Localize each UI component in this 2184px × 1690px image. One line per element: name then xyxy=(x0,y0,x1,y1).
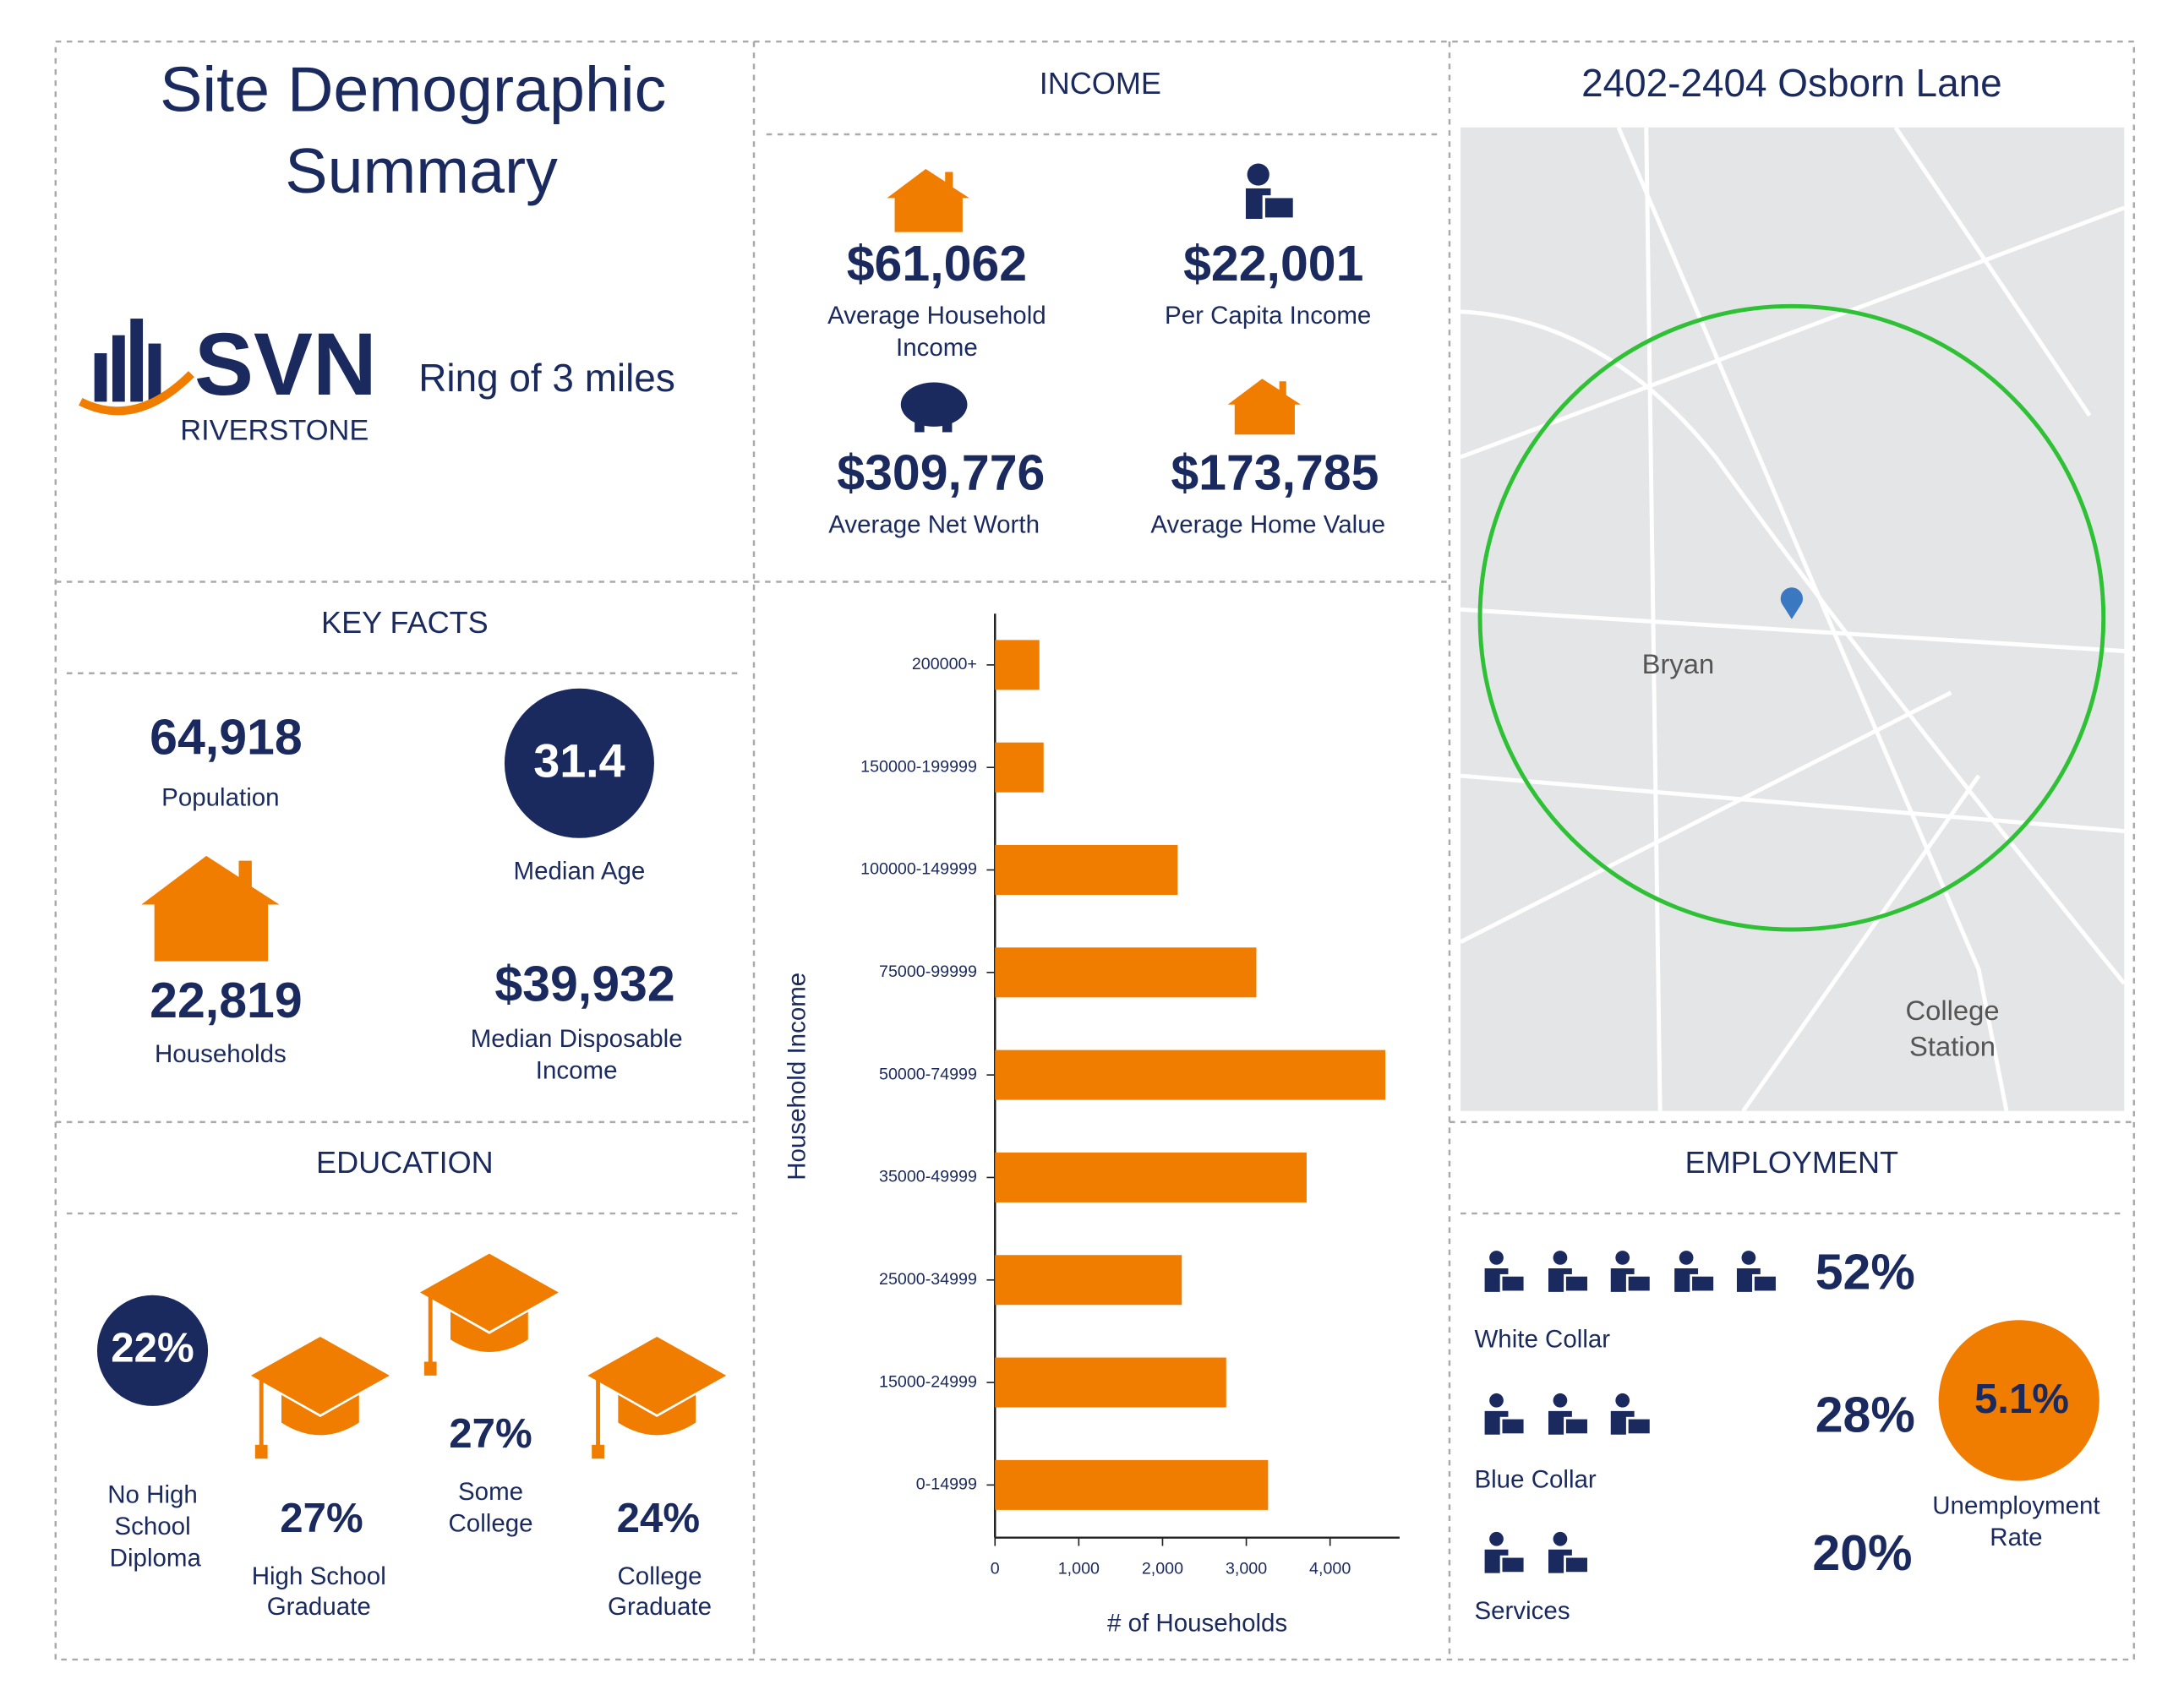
map xyxy=(1459,126,2127,1113)
brand: SVN xyxy=(194,315,377,414)
icon xyxy=(1227,379,1302,435)
income-label: Average Household xyxy=(827,302,1046,330)
brand-sub: RIVERSTONE xyxy=(180,415,369,447)
fact-value: 31.4 xyxy=(533,735,625,788)
income-value: $309,776 xyxy=(837,445,1045,501)
edu-label: School xyxy=(114,1513,190,1540)
bar xyxy=(995,1049,1386,1100)
title: Site Demographic xyxy=(160,53,666,124)
y-tick-label: 75000-99999 xyxy=(879,962,977,981)
badge xyxy=(504,688,654,838)
place-label: College xyxy=(1905,995,1999,1026)
map-title: 2402-2404 Osborn Lane xyxy=(1581,61,2002,105)
fact-label: Median Disposable xyxy=(471,1025,683,1053)
bar xyxy=(995,1357,1226,1408)
edu-label: No High xyxy=(107,1480,198,1508)
bar xyxy=(995,1459,1269,1510)
edu-label: College xyxy=(449,1510,533,1538)
x-tick-label: 3,000 xyxy=(1226,1560,1267,1578)
place-label: Station xyxy=(1909,1031,1996,1062)
place-label: Bryan xyxy=(1642,648,1715,679)
fact-value: $39,932 xyxy=(494,956,674,1011)
edu-label: College xyxy=(618,1562,702,1590)
logo-mark xyxy=(79,319,194,416)
fact-label: Population xyxy=(161,784,279,812)
y-axis-label: Household Income xyxy=(783,973,811,1180)
section-title: EMPLOYMENT xyxy=(1685,1145,1898,1180)
fact-label: Income xyxy=(536,1057,618,1085)
badge xyxy=(96,1295,209,1406)
y-tick-label: 15000-24999 xyxy=(879,1372,977,1391)
edu-label: Diploma xyxy=(110,1545,202,1573)
edu-value: 27% xyxy=(280,1495,363,1541)
x-axis-label: # of Households xyxy=(1107,1610,1287,1638)
bar xyxy=(995,1255,1182,1306)
edu-label: Some xyxy=(458,1478,523,1506)
fact-value: 64,918 xyxy=(150,710,302,766)
icon xyxy=(250,1336,390,1459)
income-label: Income xyxy=(896,334,978,362)
frame xyxy=(54,40,2136,1661)
icon xyxy=(1245,163,1296,221)
emp-value: 28% xyxy=(1815,1387,1915,1442)
x-tick-label: 4,000 xyxy=(1309,1560,1351,1578)
unemployment-value: 5.1% xyxy=(1974,1376,2069,1422)
x-tick-label: 1,000 xyxy=(1058,1560,1100,1578)
bar xyxy=(995,845,1178,896)
emp-value: 20% xyxy=(1812,1525,1912,1581)
edu-label: High School xyxy=(252,1562,386,1590)
bar xyxy=(995,742,1044,793)
ring: Ring of 3 miles xyxy=(418,356,675,400)
emp-label: Blue Collar xyxy=(1474,1465,1596,1493)
income-label: Average Home Value xyxy=(1150,511,1385,539)
icon xyxy=(141,855,280,962)
bar xyxy=(995,1152,1307,1202)
income-label: Average Net Worth xyxy=(828,511,1040,539)
emp-label: White Collar xyxy=(1474,1326,1610,1354)
y-tick-label: 0-14999 xyxy=(916,1475,977,1494)
y-tick-label: 25000-34999 xyxy=(879,1270,977,1289)
section-title: KEY FACTS xyxy=(321,605,489,640)
income-value: $61,062 xyxy=(847,236,1027,292)
y-tick-label: 35000-49999 xyxy=(879,1168,977,1186)
section-title: EDUCATION xyxy=(316,1145,494,1180)
fact-label: Households xyxy=(155,1040,287,1068)
edu-label: Graduate xyxy=(608,1593,712,1621)
bar xyxy=(995,947,1257,998)
unemployment-label: Unemployment xyxy=(1932,1491,2099,1519)
y-tick-label: 100000-149999 xyxy=(860,860,977,879)
income-value: $173,785 xyxy=(1171,445,1379,501)
badge xyxy=(1938,1320,2099,1481)
x-tick-label: 2,000 xyxy=(1142,1560,1183,1578)
bar-chart: 0 1,000 2,000 3,000 4,000 200000+ 150000-19999… xyxy=(860,613,1400,1578)
income-label: Per Capita Income xyxy=(1165,302,1371,330)
y-tick-label: 50000-74999 xyxy=(879,1065,977,1083)
emp-label: Services xyxy=(1474,1597,1570,1625)
edu-value: 27% xyxy=(449,1410,532,1457)
fact-value: 22,819 xyxy=(150,973,302,1028)
section-title: INCOME xyxy=(1040,66,1161,101)
emp-value: 52% xyxy=(1815,1244,1915,1300)
unemployment-label: Rate xyxy=(1990,1524,2042,1551)
fact-label: Median Age xyxy=(514,858,646,886)
icons xyxy=(1483,1249,1778,1575)
icon xyxy=(419,1253,559,1376)
edu-value: 22% xyxy=(111,1324,194,1371)
bar xyxy=(995,640,1040,690)
title: Summary xyxy=(285,135,558,206)
x-tick-label: 0 xyxy=(991,1560,1000,1578)
edu-label: Graduate xyxy=(267,1593,371,1621)
y-tick-label: 150000-199999 xyxy=(860,757,977,776)
y-tick-label: 200000+ xyxy=(912,655,977,673)
edu-value: 24% xyxy=(617,1495,700,1541)
icon xyxy=(887,169,969,232)
income-value: $22,001 xyxy=(1183,236,1363,292)
icon xyxy=(587,1336,727,1459)
icon xyxy=(900,382,968,433)
